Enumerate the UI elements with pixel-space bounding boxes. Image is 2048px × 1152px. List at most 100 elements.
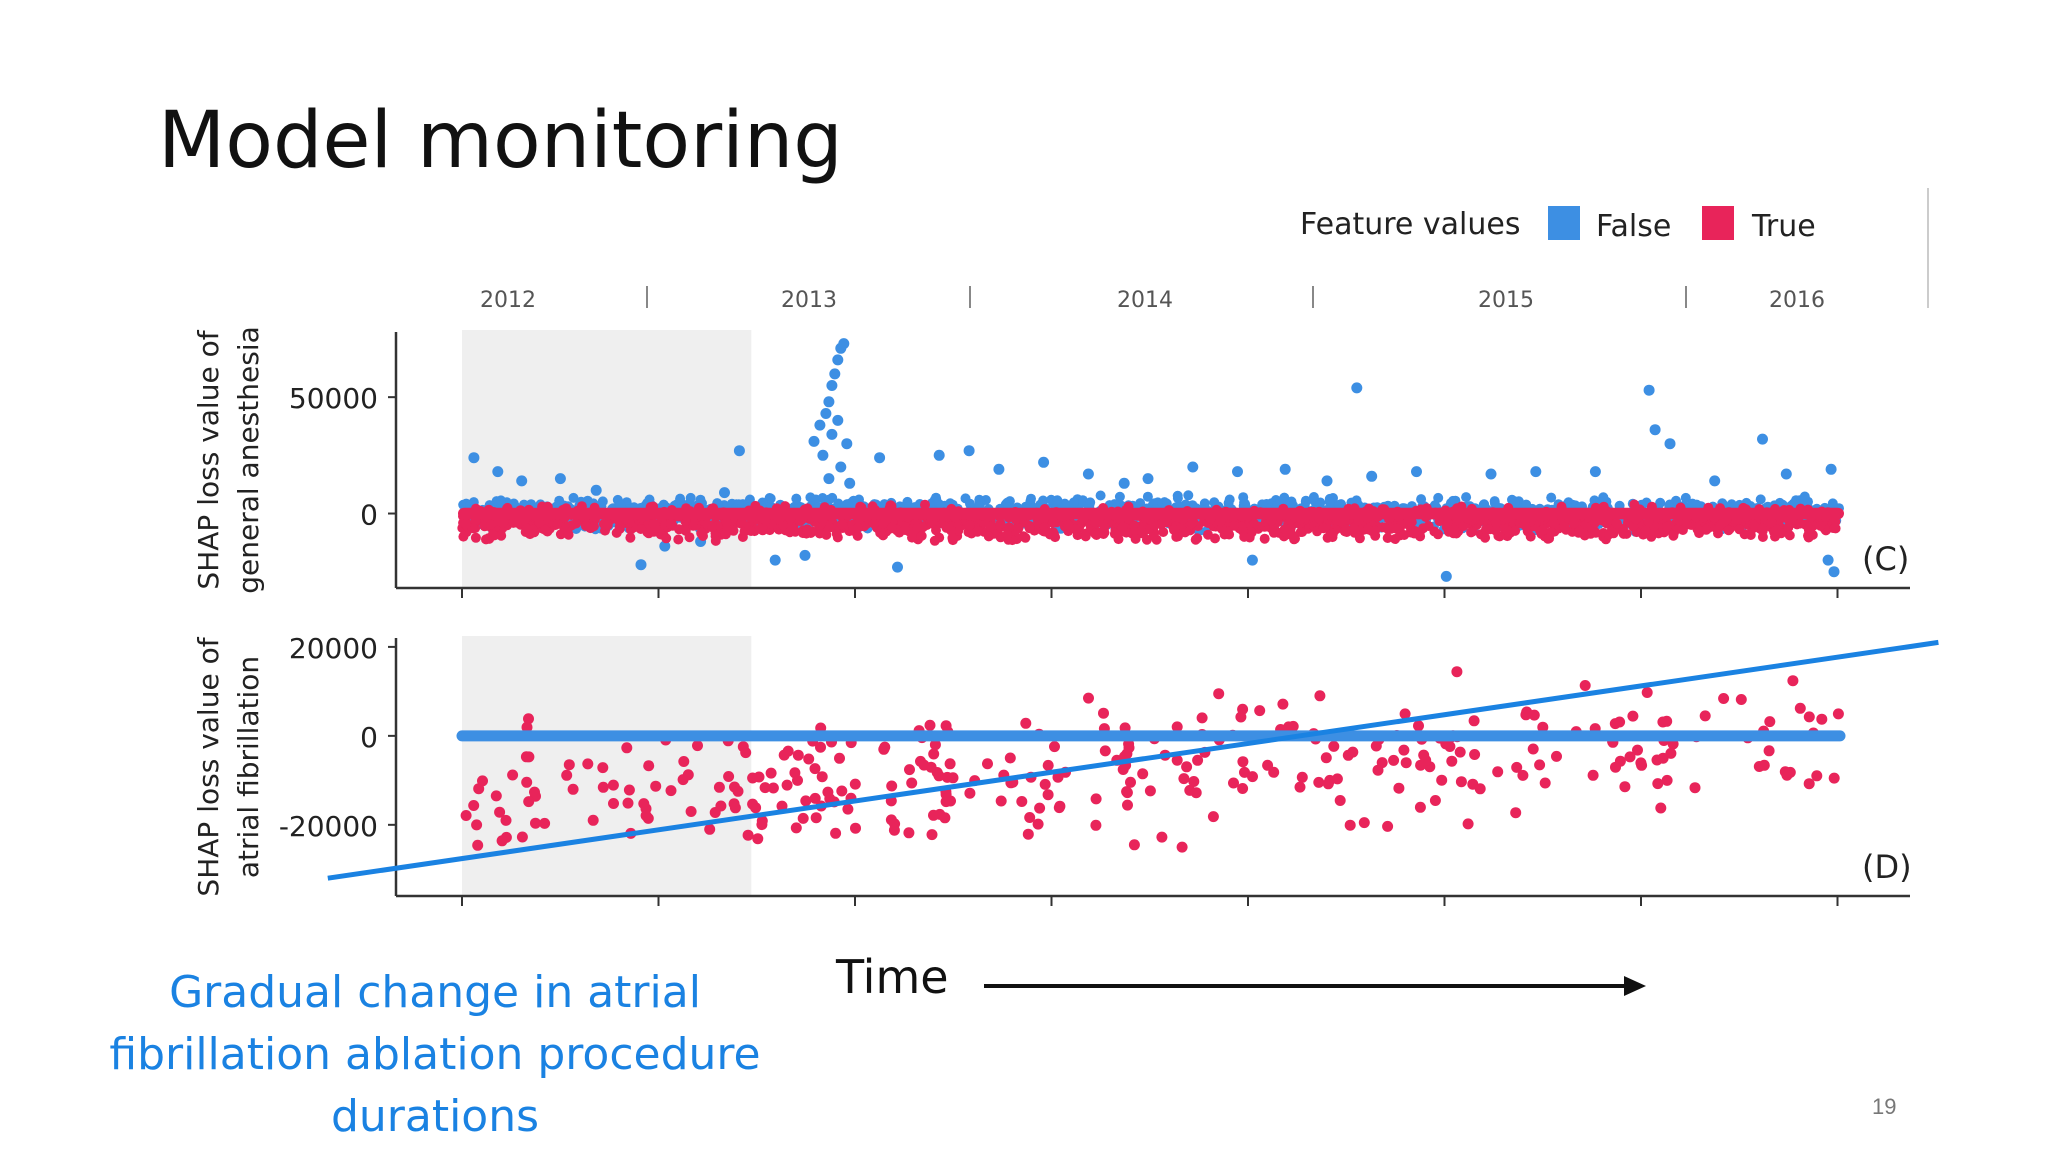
point-true (721, 517, 732, 528)
point-true (673, 534, 684, 545)
point-true (1521, 706, 1533, 718)
panel-label-c: (C) (1862, 540, 1909, 578)
point-true (802, 524, 813, 535)
point-true (1294, 781, 1306, 793)
point-true (1004, 522, 1015, 533)
point-false-outlier (1246, 554, 1258, 566)
point-true (1766, 517, 1777, 528)
point-true (1283, 721, 1295, 733)
point-true (888, 824, 900, 836)
point-true (947, 533, 958, 543)
point-true (1442, 518, 1453, 529)
point-true (852, 522, 863, 533)
point-true (643, 760, 655, 772)
point-true (623, 784, 635, 796)
point-true (460, 810, 472, 821)
point-true (1341, 524, 1352, 535)
point-true (822, 786, 834, 798)
point-true (836, 785, 848, 797)
point-true (781, 779, 793, 791)
point-true (678, 756, 690, 767)
time-label: Time (836, 950, 949, 1004)
point-true (928, 809, 939, 821)
point-true (834, 752, 845, 764)
point-true (539, 817, 551, 829)
point-true (1803, 523, 1814, 534)
point-true (926, 829, 938, 841)
point-true (529, 786, 540, 798)
point-true (1020, 717, 1032, 729)
point-true (1480, 532, 1491, 543)
point-true (1187, 518, 1197, 529)
point-true (1141, 534, 1152, 545)
point-true (1320, 752, 1332, 764)
point-true (1537, 721, 1549, 733)
point-true (1171, 754, 1183, 766)
point-false-outlier (1828, 566, 1840, 578)
y-axis-label-d-line1: SHAP loss value of (192, 636, 225, 896)
point-true (1083, 692, 1094, 704)
point-true (1358, 817, 1370, 829)
point-true (1344, 819, 1356, 831)
point-false-outlier (826, 428, 838, 440)
point-true (552, 519, 563, 529)
point-false-outlier (1082, 468, 1094, 480)
point-true (608, 798, 619, 809)
point-true (1641, 687, 1653, 698)
point-true (534, 517, 545, 528)
point-true (1002, 529, 1013, 540)
point-true (1677, 525, 1688, 535)
point-true (1109, 528, 1120, 539)
point-true (878, 743, 890, 755)
point-false (1680, 492, 1691, 503)
point-true (713, 781, 725, 793)
point-true (995, 795, 1007, 807)
point-true (1328, 528, 1338, 539)
point-true (1372, 764, 1384, 776)
point-true (929, 739, 941, 751)
year-label-2016: 2016 (1769, 288, 1825, 313)
point-true (1324, 774, 1336, 786)
point-true (665, 785, 677, 797)
point-true (752, 833, 764, 845)
point-true (1640, 525, 1651, 536)
point-true (1388, 754, 1400, 766)
legend-label-true: True (1751, 209, 1816, 244)
point-false (791, 493, 802, 504)
point-true (1579, 680, 1591, 691)
point-true (789, 767, 801, 779)
point-true (723, 771, 735, 782)
point-true (1296, 771, 1308, 783)
point-false-outlier (733, 445, 745, 457)
point-true (985, 521, 996, 532)
point-true (803, 753, 815, 765)
point-true (1828, 772, 1840, 784)
point-false (1026, 493, 1036, 504)
point-true (597, 781, 609, 793)
point-false-outlier (820, 408, 832, 419)
point-true (886, 780, 898, 792)
point-true (1546, 527, 1557, 538)
panel-label-d: (D) (1862, 848, 1912, 886)
point-true (1803, 532, 1814, 543)
point-true (530, 817, 541, 829)
point-true (928, 748, 940, 760)
point-true (1764, 716, 1776, 728)
point-true (792, 749, 804, 761)
point-false-outlier (1780, 468, 1792, 480)
point-true (750, 802, 762, 814)
point-true (685, 806, 697, 817)
point-true (1032, 818, 1044, 830)
point-true (1511, 761, 1523, 773)
point-true (1237, 783, 1249, 794)
y-tick-label-d-0: 20000 (289, 632, 378, 665)
point-false (1478, 499, 1489, 510)
point-false (824, 494, 835, 505)
point-true (917, 522, 928, 533)
point-true (1347, 746, 1359, 758)
point-true (1466, 527, 1477, 538)
point-true (1657, 716, 1669, 728)
point-true (1510, 525, 1521, 536)
point-true (523, 713, 534, 725)
point-true (1757, 523, 1767, 534)
